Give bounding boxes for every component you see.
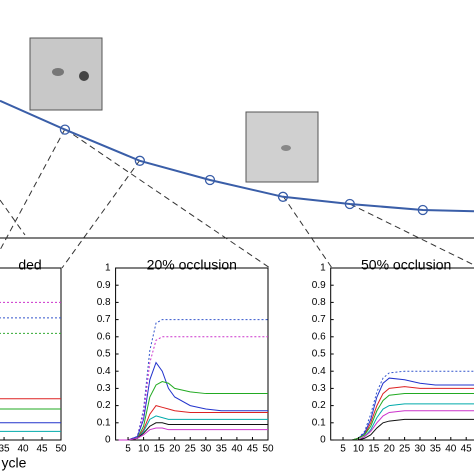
y-tick-label: 0.3 [97, 383, 111, 394]
x-tick-label: 35 [216, 444, 228, 455]
x-tick-label: 40 [17, 444, 29, 455]
y-tick-label: 0.8 [312, 297, 326, 308]
connector [282, 195, 333, 269]
x-tick-label: 30 [414, 444, 426, 455]
y-tick-label: 0.6 [97, 331, 111, 342]
panel-title: ded [18, 257, 41, 273]
x-tick-label: 15 [154, 444, 166, 455]
x-tick-label: 30 [200, 444, 212, 455]
curve [0, 99, 474, 213]
y-tick-label: 0.9 [312, 280, 326, 291]
thumbnail-blob [79, 71, 89, 81]
connector [61, 159, 141, 269]
y-tick-label: 0.6 [312, 331, 326, 342]
panel-frame [330, 267, 474, 441]
x-tick-label: 40 [445, 444, 457, 455]
x-tick-label: 5 [125, 444, 131, 455]
x-tick-label: 40 [231, 444, 243, 455]
y-tick-label: 0.2 [312, 400, 326, 411]
x-tick-label: 50 [55, 444, 67, 455]
x-tick-label: 15 [368, 444, 380, 455]
x-tick-label: 35 [430, 444, 442, 455]
series-line [330, 370, 474, 441]
connector [64, 128, 271, 269]
y-tick-label: 0.9 [97, 280, 111, 291]
connectors [0, 128, 474, 269]
y-tick-label: 0.5 [97, 349, 111, 360]
x-tick-label: 35 [0, 444, 10, 455]
x-tick-label: 45 [461, 444, 473, 455]
panel-title: 50% occlusion [361, 257, 451, 273]
series-line [115, 336, 268, 441]
y-tick-label: 1 [320, 263, 326, 274]
marker [417, 204, 428, 216]
x-tick-label: 10 [138, 444, 150, 455]
connector [349, 203, 474, 266]
x-axis-label: ycle [2, 455, 27, 471]
series-line [330, 393, 474, 441]
x-tick-label: 20 [384, 444, 396, 455]
y-tick-label: 0.4 [97, 366, 111, 377]
y-tick-label: 0 [320, 435, 326, 446]
y-tick-label: 0.7 [97, 314, 111, 325]
x-tick-label: 25 [399, 444, 411, 455]
x-tick-label: 50 [262, 444, 274, 455]
connector [0, 199, 26, 236]
y-tick-label: 0.7 [312, 314, 326, 325]
y-tick-label: 0.3 [312, 383, 326, 394]
panel-title: 20% occlusion [147, 257, 237, 273]
marker [277, 191, 289, 202]
series-line [115, 380, 268, 441]
y-tick-label: 0.2 [97, 400, 111, 411]
x-tick-label: 45 [247, 444, 259, 455]
connector [0, 128, 66, 251]
marker [59, 124, 71, 135]
y-tick-label: 0.8 [97, 297, 111, 308]
y-tick-label: 0.5 [312, 349, 326, 360]
y-tick-label: 0.1 [97, 417, 111, 428]
y-tick-label: 0 [105, 435, 111, 446]
x-tick-label: 10 [353, 444, 365, 455]
x-tick-label: 45 [36, 444, 48, 455]
y-tick-label: 0.4 [312, 366, 326, 377]
x-tick-label: 20 [169, 444, 181, 455]
thumbnail [29, 37, 103, 111]
x-tick-label: 25 [185, 444, 197, 455]
y-tick-label: 1 [105, 263, 111, 274]
series-line [330, 418, 474, 441]
series-line [115, 427, 268, 441]
series-line [115, 361, 268, 441]
series-line [115, 422, 268, 441]
y-tick-label: 0.1 [312, 417, 326, 428]
x-tick-label: 5 [340, 444, 346, 455]
panel-frame [115, 267, 269, 441]
marker [204, 174, 216, 186]
marker [344, 198, 355, 210]
thumbnail-blob [52, 68, 64, 76]
marker [134, 155, 145, 166]
panel-frame [0, 267, 62, 441]
thumbnail-blob [281, 145, 291, 151]
